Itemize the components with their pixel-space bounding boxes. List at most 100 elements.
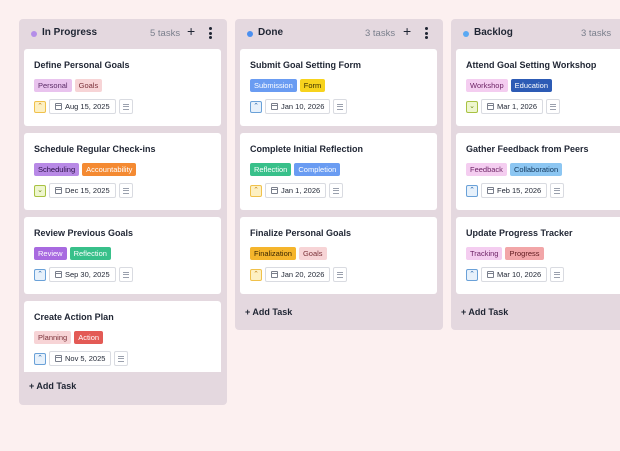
- chevron-up-icon[interactable]: ⌃: [34, 352, 46, 365]
- task-card[interactable]: Schedule Regular Check-ins Scheduling Ac…: [24, 133, 221, 210]
- tag-goals: Goals: [298, 247, 327, 260]
- status-dot: [247, 31, 253, 37]
- add-task-button[interactable]: + Add Task: [29, 381, 77, 391]
- tag-feedback: Feedback: [466, 163, 507, 176]
- notes-icon[interactable]: [118, 99, 133, 114]
- due-date-text: Aug 15, 2025: [65, 102, 110, 111]
- task-count: 3 tasks: [365, 28, 396, 39]
- tag-action: Action: [74, 331, 104, 344]
- tag-progress: Progress: [505, 247, 544, 260]
- calendar-icon: [55, 355, 62, 362]
- calendar-icon: [271, 187, 278, 194]
- chevron-down-icon[interactable]: ⌄: [466, 100, 478, 113]
- tag-education: Education: [510, 79, 552, 92]
- calendar-icon: [271, 271, 278, 278]
- tag-workshop: Workshop: [466, 79, 508, 92]
- due-date-text: Sep 30, 2025: [65, 270, 110, 279]
- calendar-icon: [271, 103, 278, 110]
- due-date[interactable]: Mar 1, 2026: [481, 99, 544, 114]
- due-date-text: Mar 10, 2026: [497, 270, 542, 279]
- task-title: Attend Goal Setting Workshop: [466, 60, 597, 70]
- kebab-menu-icon[interactable]: [425, 27, 429, 39]
- due-date[interactable]: Jan 10, 2026: [265, 99, 331, 114]
- double-chevron-up-icon[interactable]: ⌃: [34, 100, 46, 113]
- task-card[interactable]: Create Action Plan Planning Action ⌃ Nov…: [24, 301, 221, 372]
- due-date-text: Nov 5, 2025: [65, 354, 106, 363]
- column-title: In Progress: [42, 27, 98, 38]
- column-title: Backlog: [474, 27, 513, 38]
- tag-review: Review: [34, 247, 67, 260]
- task-title: Define Personal Goals: [34, 60, 130, 70]
- tag-collaboration: Collaboration: [509, 163, 563, 176]
- due-date[interactable]: Sep 30, 2025: [49, 267, 116, 282]
- due-date-text: Jan 20, 2026: [281, 270, 325, 279]
- tag-scheduling: Scheduling: [34, 163, 80, 176]
- task-title: Schedule Regular Check-ins: [34, 144, 156, 154]
- due-date-text: Jan 10, 2026: [281, 102, 325, 111]
- notes-icon[interactable]: [550, 267, 565, 282]
- due-date-text: Feb 15, 2026: [497, 186, 542, 195]
- chevron-up-icon[interactable]: ⌃: [466, 184, 478, 197]
- notes-icon[interactable]: [333, 267, 348, 282]
- add-task-button[interactable]: + Add Task: [461, 307, 509, 317]
- task-card[interactable]: Update Progress Tracker Tracking Progres…: [456, 217, 620, 294]
- column-in-progress: In Progress 5 tasks + Define Personal Go…: [19, 19, 227, 405]
- column-backlog: Backlog 3 tasks Attend Goal Setting Work…: [451, 19, 620, 330]
- notes-icon[interactable]: [333, 99, 348, 114]
- tag-accountability: Accountability: [82, 163, 137, 176]
- add-task-button[interactable]: + Add Task: [245, 307, 293, 317]
- double-chevron-up-icon[interactable]: ⌃: [250, 184, 262, 197]
- due-date[interactable]: Nov 5, 2025: [49, 351, 112, 366]
- due-date[interactable]: Aug 15, 2025: [49, 99, 116, 114]
- task-card[interactable]: Define Personal Goals Personal Goals ⌃ A…: [24, 49, 221, 126]
- column-done: Done 3 tasks + Submit Goal Setting Form …: [235, 19, 443, 330]
- column-header: Backlog 3 tasks: [451, 19, 620, 48]
- double-chevron-up-icon[interactable]: ⌃: [250, 268, 262, 281]
- task-card[interactable]: Attend Goal Setting Workshop Workshop Ed…: [456, 49, 620, 126]
- task-card[interactable]: Gather Feedback from Peers Feedback Coll…: [456, 133, 620, 210]
- notes-icon[interactable]: [118, 183, 133, 198]
- calendar-icon: [487, 271, 494, 278]
- calendar-icon: [487, 103, 494, 110]
- due-date-text: Dec 15, 2025: [65, 186, 110, 195]
- status-dot: [31, 31, 37, 37]
- column-header: Done 3 tasks +: [235, 19, 443, 48]
- due-date[interactable]: Jan 20, 2026: [265, 267, 331, 282]
- task-card[interactable]: Finalize Personal Goals Finalization Goa…: [240, 217, 437, 294]
- task-card[interactable]: Complete Initial Reflection Reflection C…: [240, 133, 437, 210]
- due-date[interactable]: Feb 15, 2026: [481, 183, 548, 198]
- tag-completion: Completion: [294, 163, 341, 176]
- notes-icon[interactable]: [114, 351, 129, 366]
- calendar-icon: [55, 103, 62, 110]
- tag-goals: Goals: [74, 79, 103, 92]
- task-title: Gather Feedback from Peers: [466, 144, 589, 154]
- due-date-text: Jan 1, 2026: [281, 186, 321, 195]
- due-date[interactable]: Mar 10, 2026: [481, 267, 548, 282]
- tag-tracking: Tracking: [466, 247, 503, 260]
- tag-personal: Personal: [34, 79, 72, 92]
- notes-icon[interactable]: [118, 267, 133, 282]
- tag-reflection: Reflection: [250, 163, 292, 176]
- chevron-up-icon[interactable]: ⌃: [34, 268, 46, 281]
- chevron-up-icon[interactable]: ⌃: [250, 100, 262, 113]
- due-date-text: Mar 1, 2026: [497, 102, 538, 111]
- task-title: Review Previous Goals: [34, 228, 134, 238]
- task-card-clip: Create Action Plan Planning Action ⌃ Nov…: [24, 301, 221, 372]
- task-card[interactable]: Submit Goal Setting Form Submission Form…: [240, 49, 437, 126]
- task-card[interactable]: Review Previous Goals Review Reflection …: [24, 217, 221, 294]
- notes-icon[interactable]: [546, 99, 561, 114]
- task-count: 3 tasks: [581, 28, 612, 39]
- due-date[interactable]: Jan 1, 2026: [265, 183, 327, 198]
- tag-reflection: Reflection: [69, 247, 111, 260]
- plus-icon[interactable]: +: [187, 23, 196, 39]
- calendar-icon: [487, 187, 494, 194]
- chevron-up-icon[interactable]: ⌃: [466, 268, 478, 281]
- calendar-icon: [55, 187, 62, 194]
- tag-submission: Submission: [250, 79, 297, 92]
- plus-icon[interactable]: +: [403, 23, 412, 39]
- chevron-down-icon[interactable]: ⌄: [34, 184, 46, 197]
- notes-icon[interactable]: [550, 183, 565, 198]
- notes-icon[interactable]: [329, 183, 344, 198]
- due-date[interactable]: Dec 15, 2025: [49, 183, 116, 198]
- kebab-menu-icon[interactable]: [209, 27, 213, 39]
